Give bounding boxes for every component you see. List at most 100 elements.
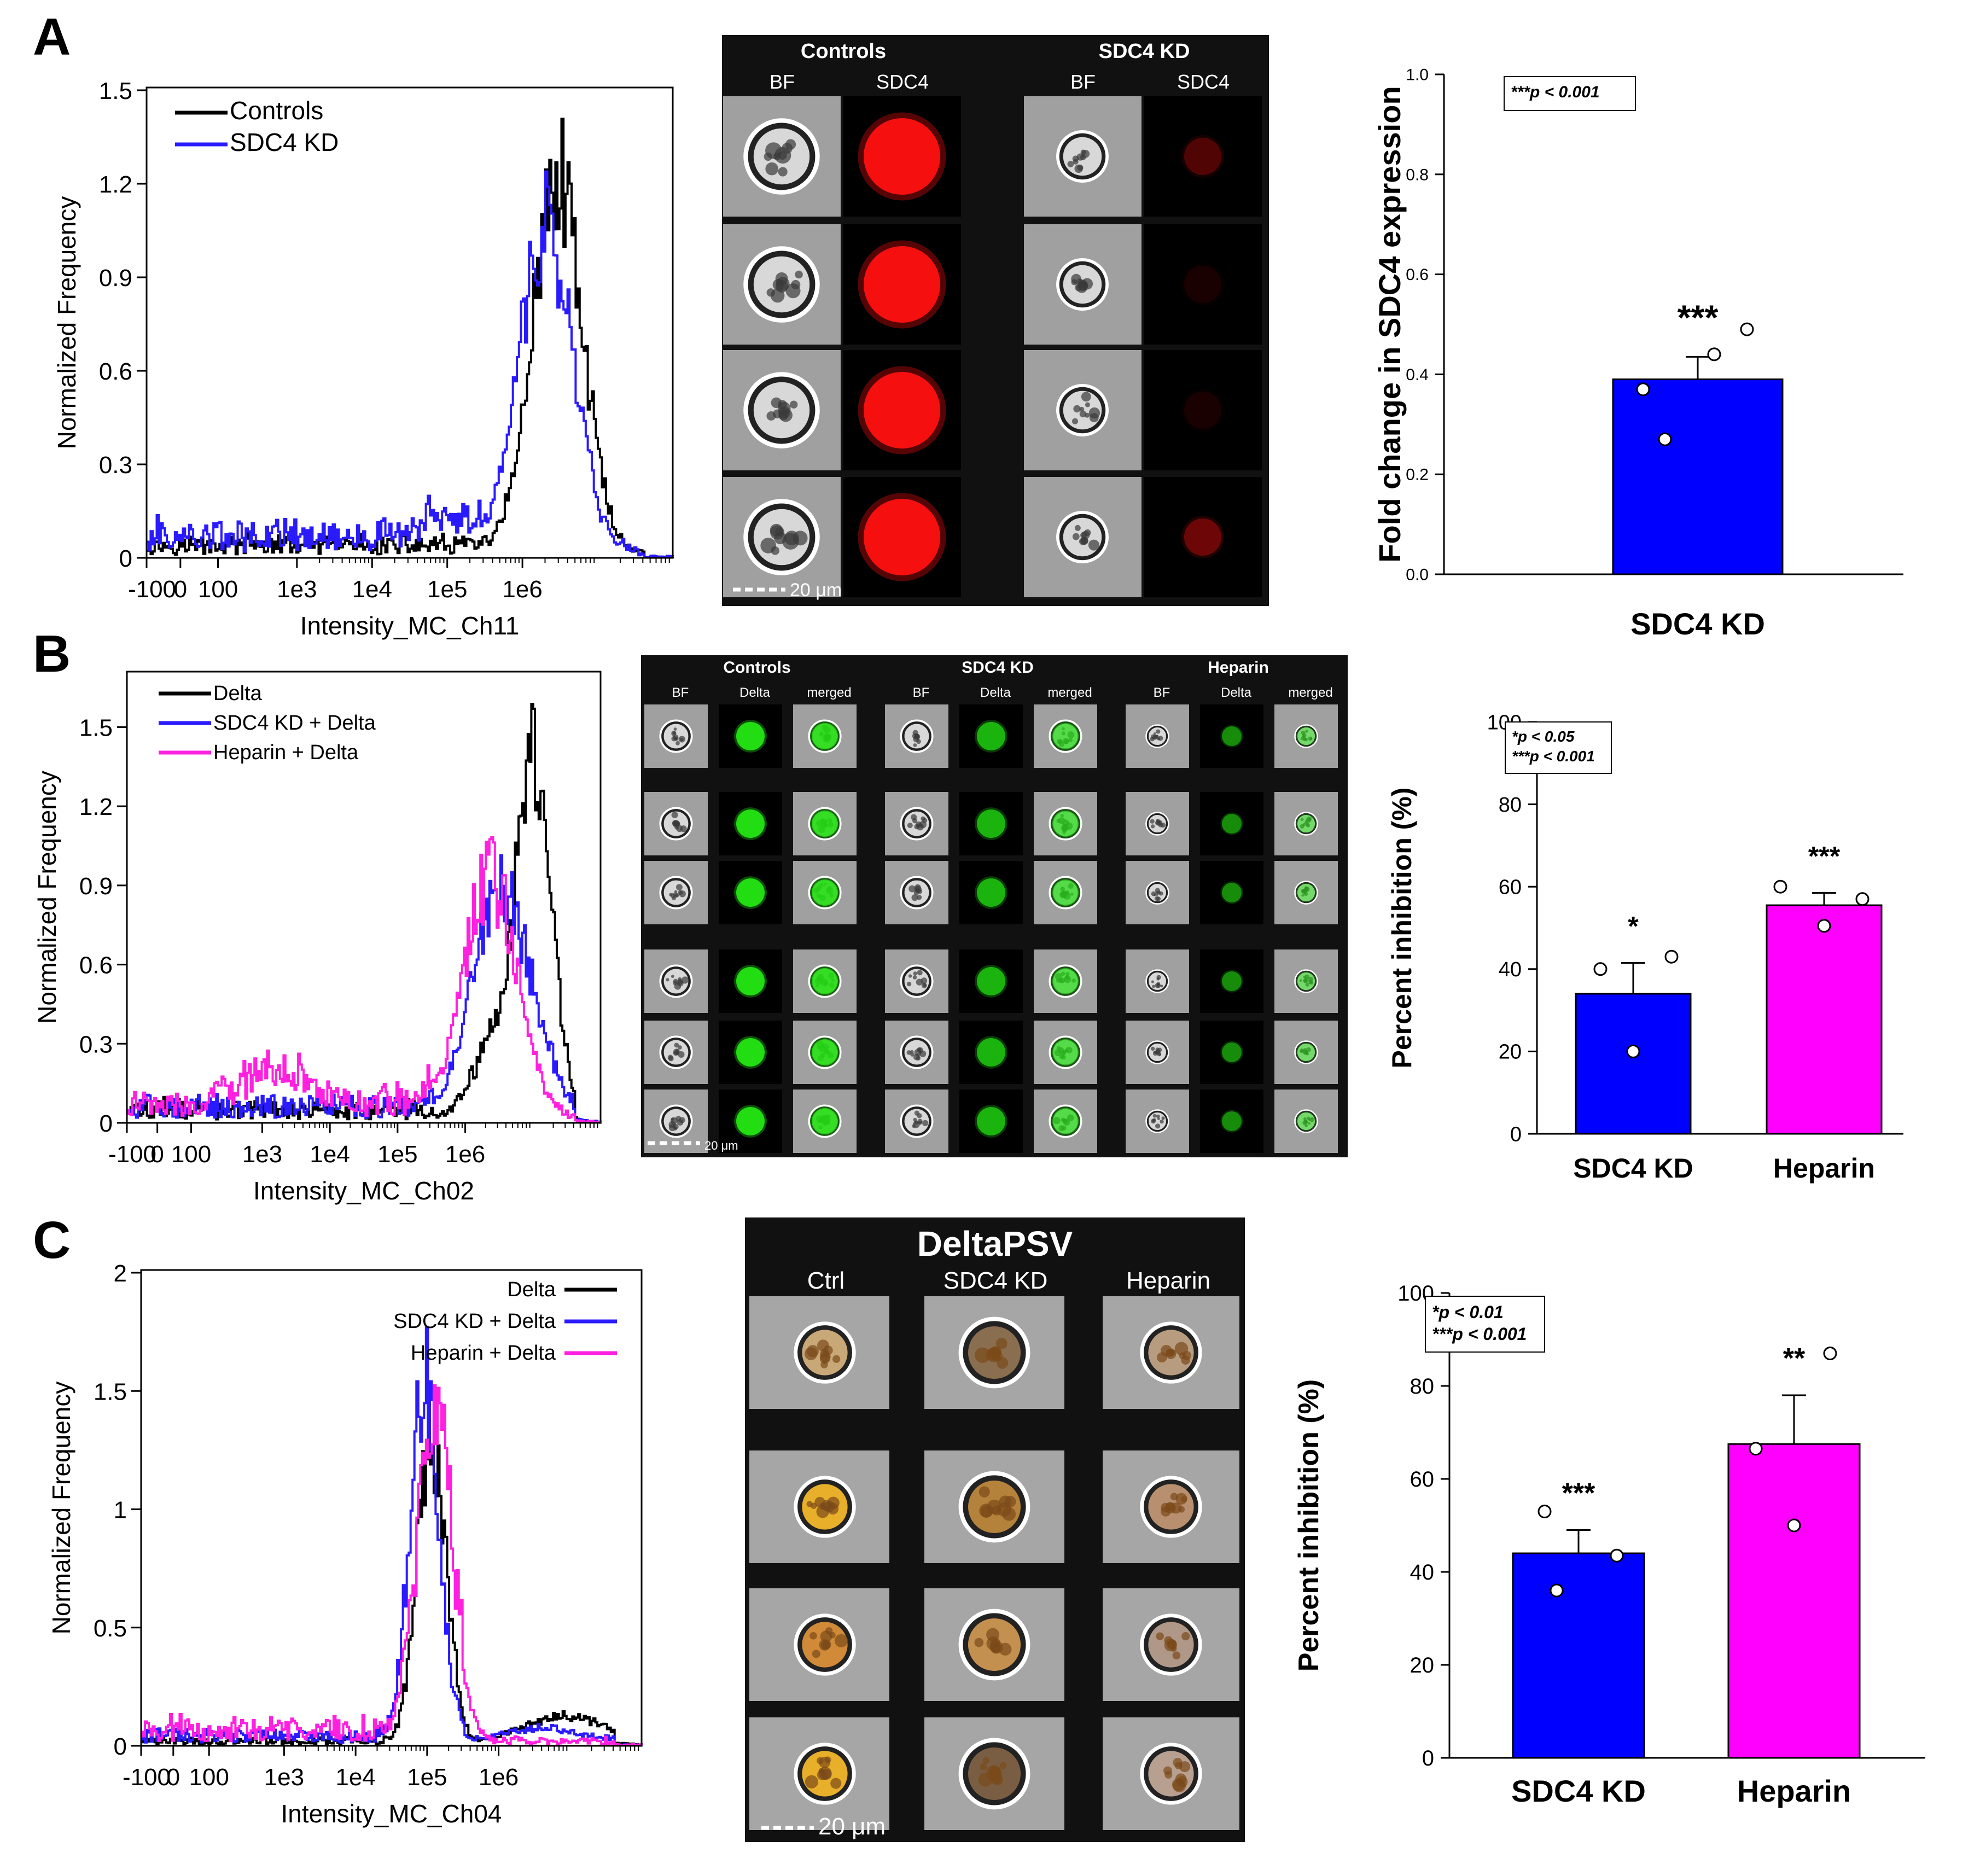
fluor-signal [1297, 884, 1315, 901]
x-tick-label: 1e6 [502, 576, 542, 603]
data-point [1537, 1505, 1552, 1518]
y-tick-label: 60 [1410, 1467, 1435, 1492]
data-point [1550, 1583, 1564, 1598]
x-tick-label: 1e3 [264, 1764, 304, 1791]
fluor-signal [1297, 1044, 1315, 1061]
data-point [1626, 1044, 1640, 1058]
data-point [1664, 949, 1679, 964]
cell-edge [1144, 1746, 1198, 1801]
cell-texture [1156, 983, 1161, 988]
cell-texture [1156, 1632, 1164, 1640]
y-axis-label: Normalized Frequency [53, 196, 81, 450]
fluor-halo [1181, 135, 1225, 178]
bar [1512, 1552, 1645, 1759]
cell-edge [1051, 1038, 1080, 1067]
fluor-signal [736, 722, 765, 750]
cell-edge [1051, 878, 1080, 907]
cell-texture [913, 1053, 920, 1061]
cell-texture [1158, 820, 1163, 825]
cell-texture [986, 1765, 1002, 1781]
cell-texture [1160, 1120, 1164, 1124]
cell-texture [1158, 736, 1163, 741]
cell-texture [979, 1486, 990, 1498]
cell-texture [914, 824, 919, 830]
microscopy-B: Controls BF Delta merged SDC4 KD BF Delta merge… [641, 655, 1348, 1157]
histogram-series-heparin-delta [141, 1384, 643, 1747]
cell-texture [915, 734, 919, 738]
cell-texture [1304, 974, 1310, 980]
significance-marker: *** [1562, 1478, 1595, 1510]
cell-texture [675, 1048, 680, 1054]
data-point [1787, 1518, 1801, 1533]
cell-texture [916, 978, 923, 986]
cell-texture [1075, 284, 1082, 292]
cell-texture [680, 737, 684, 742]
cell-edge [1051, 809, 1080, 838]
fluor-signal [1297, 727, 1315, 745]
cell-texture [917, 1113, 922, 1118]
y-tick-label: 0 [114, 1733, 127, 1760]
cell-edge [1295, 813, 1317, 835]
y-tick-label: 1.2 [79, 794, 113, 820]
fluor-signal [812, 968, 838, 994]
legend-label: Heparin + Delta [213, 741, 359, 764]
cell-texture [907, 823, 913, 829]
cell [1145, 969, 1169, 993]
cell-texture [1150, 819, 1155, 824]
cell-edge [1051, 721, 1080, 751]
cell-texture [778, 406, 790, 418]
channel-label: merged [1288, 685, 1332, 700]
group-title: Controls [801, 40, 886, 63]
cell-edge [1295, 1041, 1317, 1063]
cell-texture [1306, 822, 1309, 826]
bar [1727, 1443, 1861, 1759]
cell-texture [1306, 1052, 1309, 1056]
cell-edge [963, 1742, 1026, 1805]
cell-texture [1301, 894, 1304, 897]
cell-edge [1295, 882, 1317, 904]
cell-texture [1157, 1352, 1167, 1363]
y-tick-label: 40 [1410, 1560, 1435, 1584]
histogram-series-delta [127, 703, 602, 1124]
fluor-signal [1052, 723, 1079, 749]
fluorescence-tile [1144, 224, 1262, 345]
cell-edge [1051, 1106, 1080, 1136]
significance-legend-text: ***p < 0.001 [1512, 748, 1595, 765]
significance-legend-text: *p < 0.01 [1432, 1302, 1504, 1322]
bar [1612, 378, 1784, 575]
cell-texture [679, 890, 686, 898]
cell-texture [912, 1124, 916, 1128]
cell-edge [661, 1106, 691, 1136]
cell-texture [1154, 735, 1159, 739]
histogram-series-heparin-delta [127, 836, 602, 1124]
cell-texture [1178, 1506, 1185, 1513]
cell-texture [1150, 824, 1155, 829]
category-label: SDC4 KD [1573, 1153, 1693, 1184]
cell-texture [770, 525, 785, 540]
fluor-halo [1296, 726, 1317, 747]
category-label: SDC4 KD [1511, 1774, 1646, 1808]
significance-marker: *** [1808, 841, 1841, 871]
y-tick-label: 0 [100, 1110, 113, 1137]
channel-label: merged [807, 685, 851, 700]
cell-edge [1295, 1110, 1317, 1132]
cell-texture [986, 1628, 1000, 1641]
cell-texture [676, 884, 683, 891]
cell-texture [817, 1339, 829, 1351]
cell-texture [991, 1644, 1001, 1654]
category-label: SDC4 KD [1630, 607, 1765, 641]
cell-edge [902, 1038, 931, 1067]
cell-texture [1154, 732, 1156, 735]
y-tick-label: 0.2 [1406, 466, 1429, 484]
fluorescence-tile [1144, 477, 1262, 597]
cell-texture [1181, 1355, 1190, 1365]
significance-legend-box [1504, 76, 1636, 111]
fluor-signal [1222, 883, 1242, 902]
cell [1145, 1109, 1169, 1133]
column-label: Heparin [1126, 1267, 1210, 1294]
x-tick-label: -100 [123, 1764, 171, 1791]
cell-texture [667, 1054, 673, 1061]
cell-edge [902, 966, 931, 996]
